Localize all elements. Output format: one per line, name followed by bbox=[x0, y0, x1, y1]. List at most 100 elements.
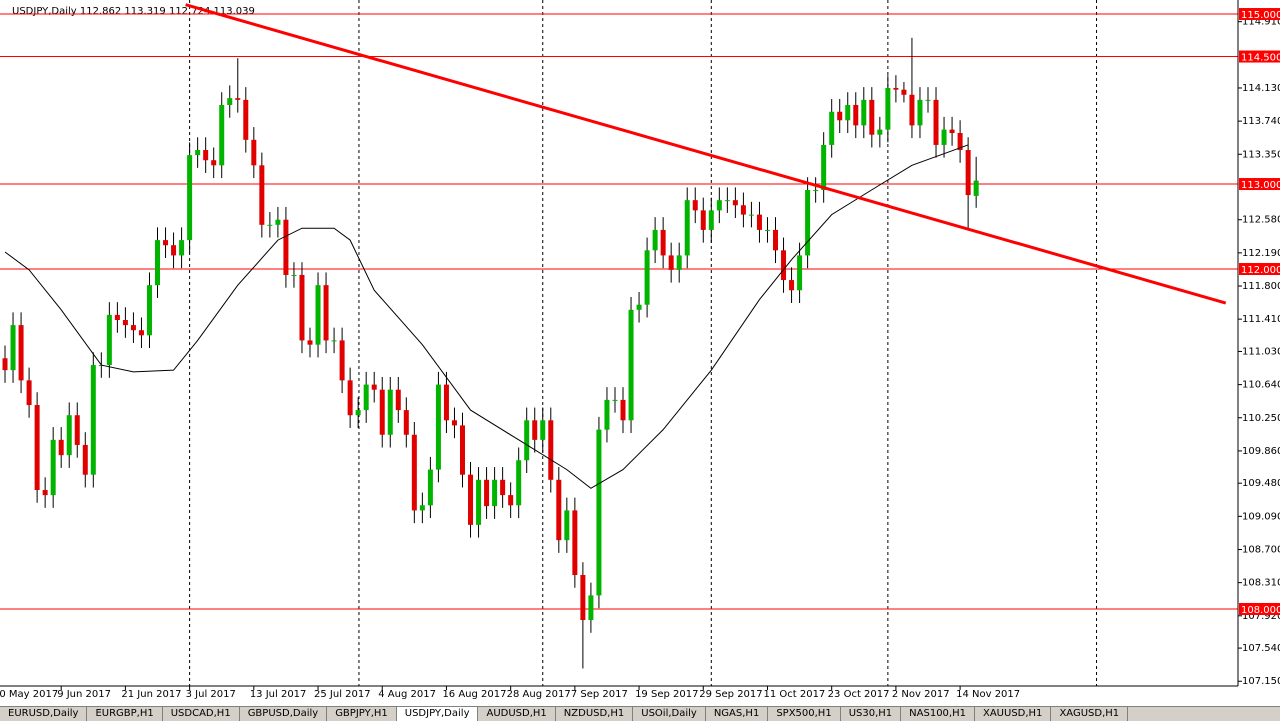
candle-body bbox=[821, 144, 827, 190]
x-tick-label: 11 Oct 2017 bbox=[763, 689, 825, 700]
candle-body bbox=[620, 399, 626, 421]
candle-body bbox=[163, 240, 169, 246]
tab[interactable]: USDCAD,H1 bbox=[163, 707, 240, 721]
tab[interactable]: US30,H1 bbox=[841, 707, 902, 721]
candle-body bbox=[459, 425, 465, 475]
tab[interactable]: GBPUSD,Daily bbox=[240, 707, 328, 721]
candle-body bbox=[660, 229, 666, 256]
candle-body bbox=[227, 98, 233, 105]
tab[interactable]: XAUUSD,H1 bbox=[975, 707, 1052, 721]
x-tick-label: 19 Sep 2017 bbox=[635, 689, 698, 700]
level-label: 113.000 bbox=[1241, 180, 1280, 191]
x-tick-label: 9 Jun 2017 bbox=[57, 689, 111, 700]
y-tick-label: 109.480 bbox=[1242, 478, 1280, 489]
candle-body bbox=[58, 439, 64, 456]
candle-body bbox=[676, 255, 682, 270]
candle-body bbox=[203, 150, 209, 161]
candle-body bbox=[435, 384, 441, 470]
y-tick-label: 107.150 bbox=[1242, 676, 1280, 687]
x-tick-label: 25 Jul 2017 bbox=[314, 689, 371, 700]
x-tick-label: 14 Nov 2017 bbox=[956, 689, 1020, 700]
candle-body bbox=[572, 510, 578, 575]
candle-body bbox=[138, 330, 144, 336]
candle-body bbox=[933, 99, 939, 145]
candle-body bbox=[291, 274, 297, 276]
candle-body bbox=[171, 245, 177, 256]
candle-body bbox=[524, 420, 530, 461]
x-tick-label: 16 Aug 2017 bbox=[442, 689, 506, 700]
tab[interactable]: USDJPY,Daily bbox=[396, 707, 479, 721]
candle-body bbox=[805, 189, 811, 256]
candle-body bbox=[427, 469, 433, 506]
tab[interactable]: EURGBP,H1 bbox=[87, 707, 163, 721]
y-tick-label: 109.860 bbox=[1242, 446, 1280, 457]
tab[interactable]: XAGUSD,H1 bbox=[1051, 707, 1129, 721]
tab[interactable]: EURUSD,Daily bbox=[0, 707, 88, 721]
candle-body bbox=[130, 325, 136, 331]
tab-bar: EURUSD,Daily EURGBP,H1 USDCAD,H1 GBPUSD,Dai… bbox=[0, 706, 1280, 721]
candle-body bbox=[283, 219, 289, 275]
candle-body bbox=[106, 314, 112, 366]
candle-body bbox=[917, 99, 923, 126]
candle-body bbox=[82, 444, 88, 475]
candle-body bbox=[339, 340, 345, 381]
x-tick-label: 29 Sep 2017 bbox=[699, 689, 762, 700]
candle-body bbox=[211, 160, 217, 166]
candle-body bbox=[965, 150, 971, 196]
y-tick-label: 108.310 bbox=[1242, 578, 1280, 589]
y-tick-label: 107.920 bbox=[1242, 611, 1280, 622]
tab[interactable]: SPX500,H1 bbox=[768, 707, 841, 721]
candle-body bbox=[724, 200, 730, 202]
candle-body bbox=[146, 285, 152, 336]
tab[interactable]: NZDUSD,H1 bbox=[556, 707, 634, 721]
tab[interactable]: USOil,Daily bbox=[633, 707, 706, 721]
candle-body bbox=[18, 325, 24, 381]
candle-body bbox=[877, 129, 883, 135]
level-label-box bbox=[1239, 50, 1280, 63]
candle-body bbox=[837, 111, 843, 121]
candle-body bbox=[885, 87, 891, 130]
candle-body bbox=[789, 280, 795, 291]
candle-body bbox=[548, 420, 554, 480]
candle-body bbox=[355, 410, 361, 416]
candle-body bbox=[179, 240, 185, 256]
level-label-box bbox=[1239, 602, 1280, 615]
chart-title: USDJPY,Daily 112.862 113.319 112.724 113… bbox=[12, 6, 255, 17]
candle-body bbox=[34, 405, 40, 490]
candle-body bbox=[155, 240, 161, 286]
candle-body bbox=[74, 415, 80, 445]
candle-body bbox=[941, 129, 947, 145]
candle-body bbox=[949, 129, 955, 134]
candle-body bbox=[371, 384, 377, 390]
level-label: 115.000 bbox=[1241, 10, 1280, 21]
candle-body bbox=[323, 285, 329, 341]
candle-body bbox=[267, 224, 273, 226]
x-tick-label: 28 Aug 2017 bbox=[507, 689, 571, 700]
candle-body bbox=[243, 99, 249, 140]
candle-body bbox=[122, 320, 128, 326]
candle-body bbox=[443, 384, 449, 421]
x-tick-label: 2 Nov 2017 bbox=[892, 689, 950, 700]
candle-body bbox=[861, 99, 867, 126]
x-tick-label: 7 Sep 2017 bbox=[571, 689, 628, 700]
tab[interactable]: AUDUSD,H1 bbox=[478, 707, 556, 721]
candle-body bbox=[492, 479, 498, 507]
candle-body bbox=[2, 358, 8, 371]
y-tick-label: 111.410 bbox=[1242, 314, 1280, 325]
candle-body bbox=[628, 309, 634, 421]
candle-body bbox=[716, 200, 722, 211]
level-label-box bbox=[1239, 178, 1280, 191]
candle-body bbox=[668, 255, 674, 270]
y-tick-label: 109.090 bbox=[1242, 511, 1280, 522]
candle-body bbox=[379, 389, 385, 435]
candle-body bbox=[756, 214, 762, 230]
candle-body bbox=[644, 250, 650, 305]
candle-body bbox=[315, 285, 321, 345]
tab[interactable]: NAS100,H1 bbox=[901, 707, 975, 721]
moving-average bbox=[4, 144, 969, 489]
candle-body bbox=[797, 255, 803, 291]
tab[interactable]: GBPJPY,H1 bbox=[327, 707, 397, 721]
tab[interactable]: NGAS,H1 bbox=[706, 707, 769, 721]
candle-body bbox=[612, 399, 618, 401]
y-tick-label: 113.740 bbox=[1242, 116, 1280, 127]
